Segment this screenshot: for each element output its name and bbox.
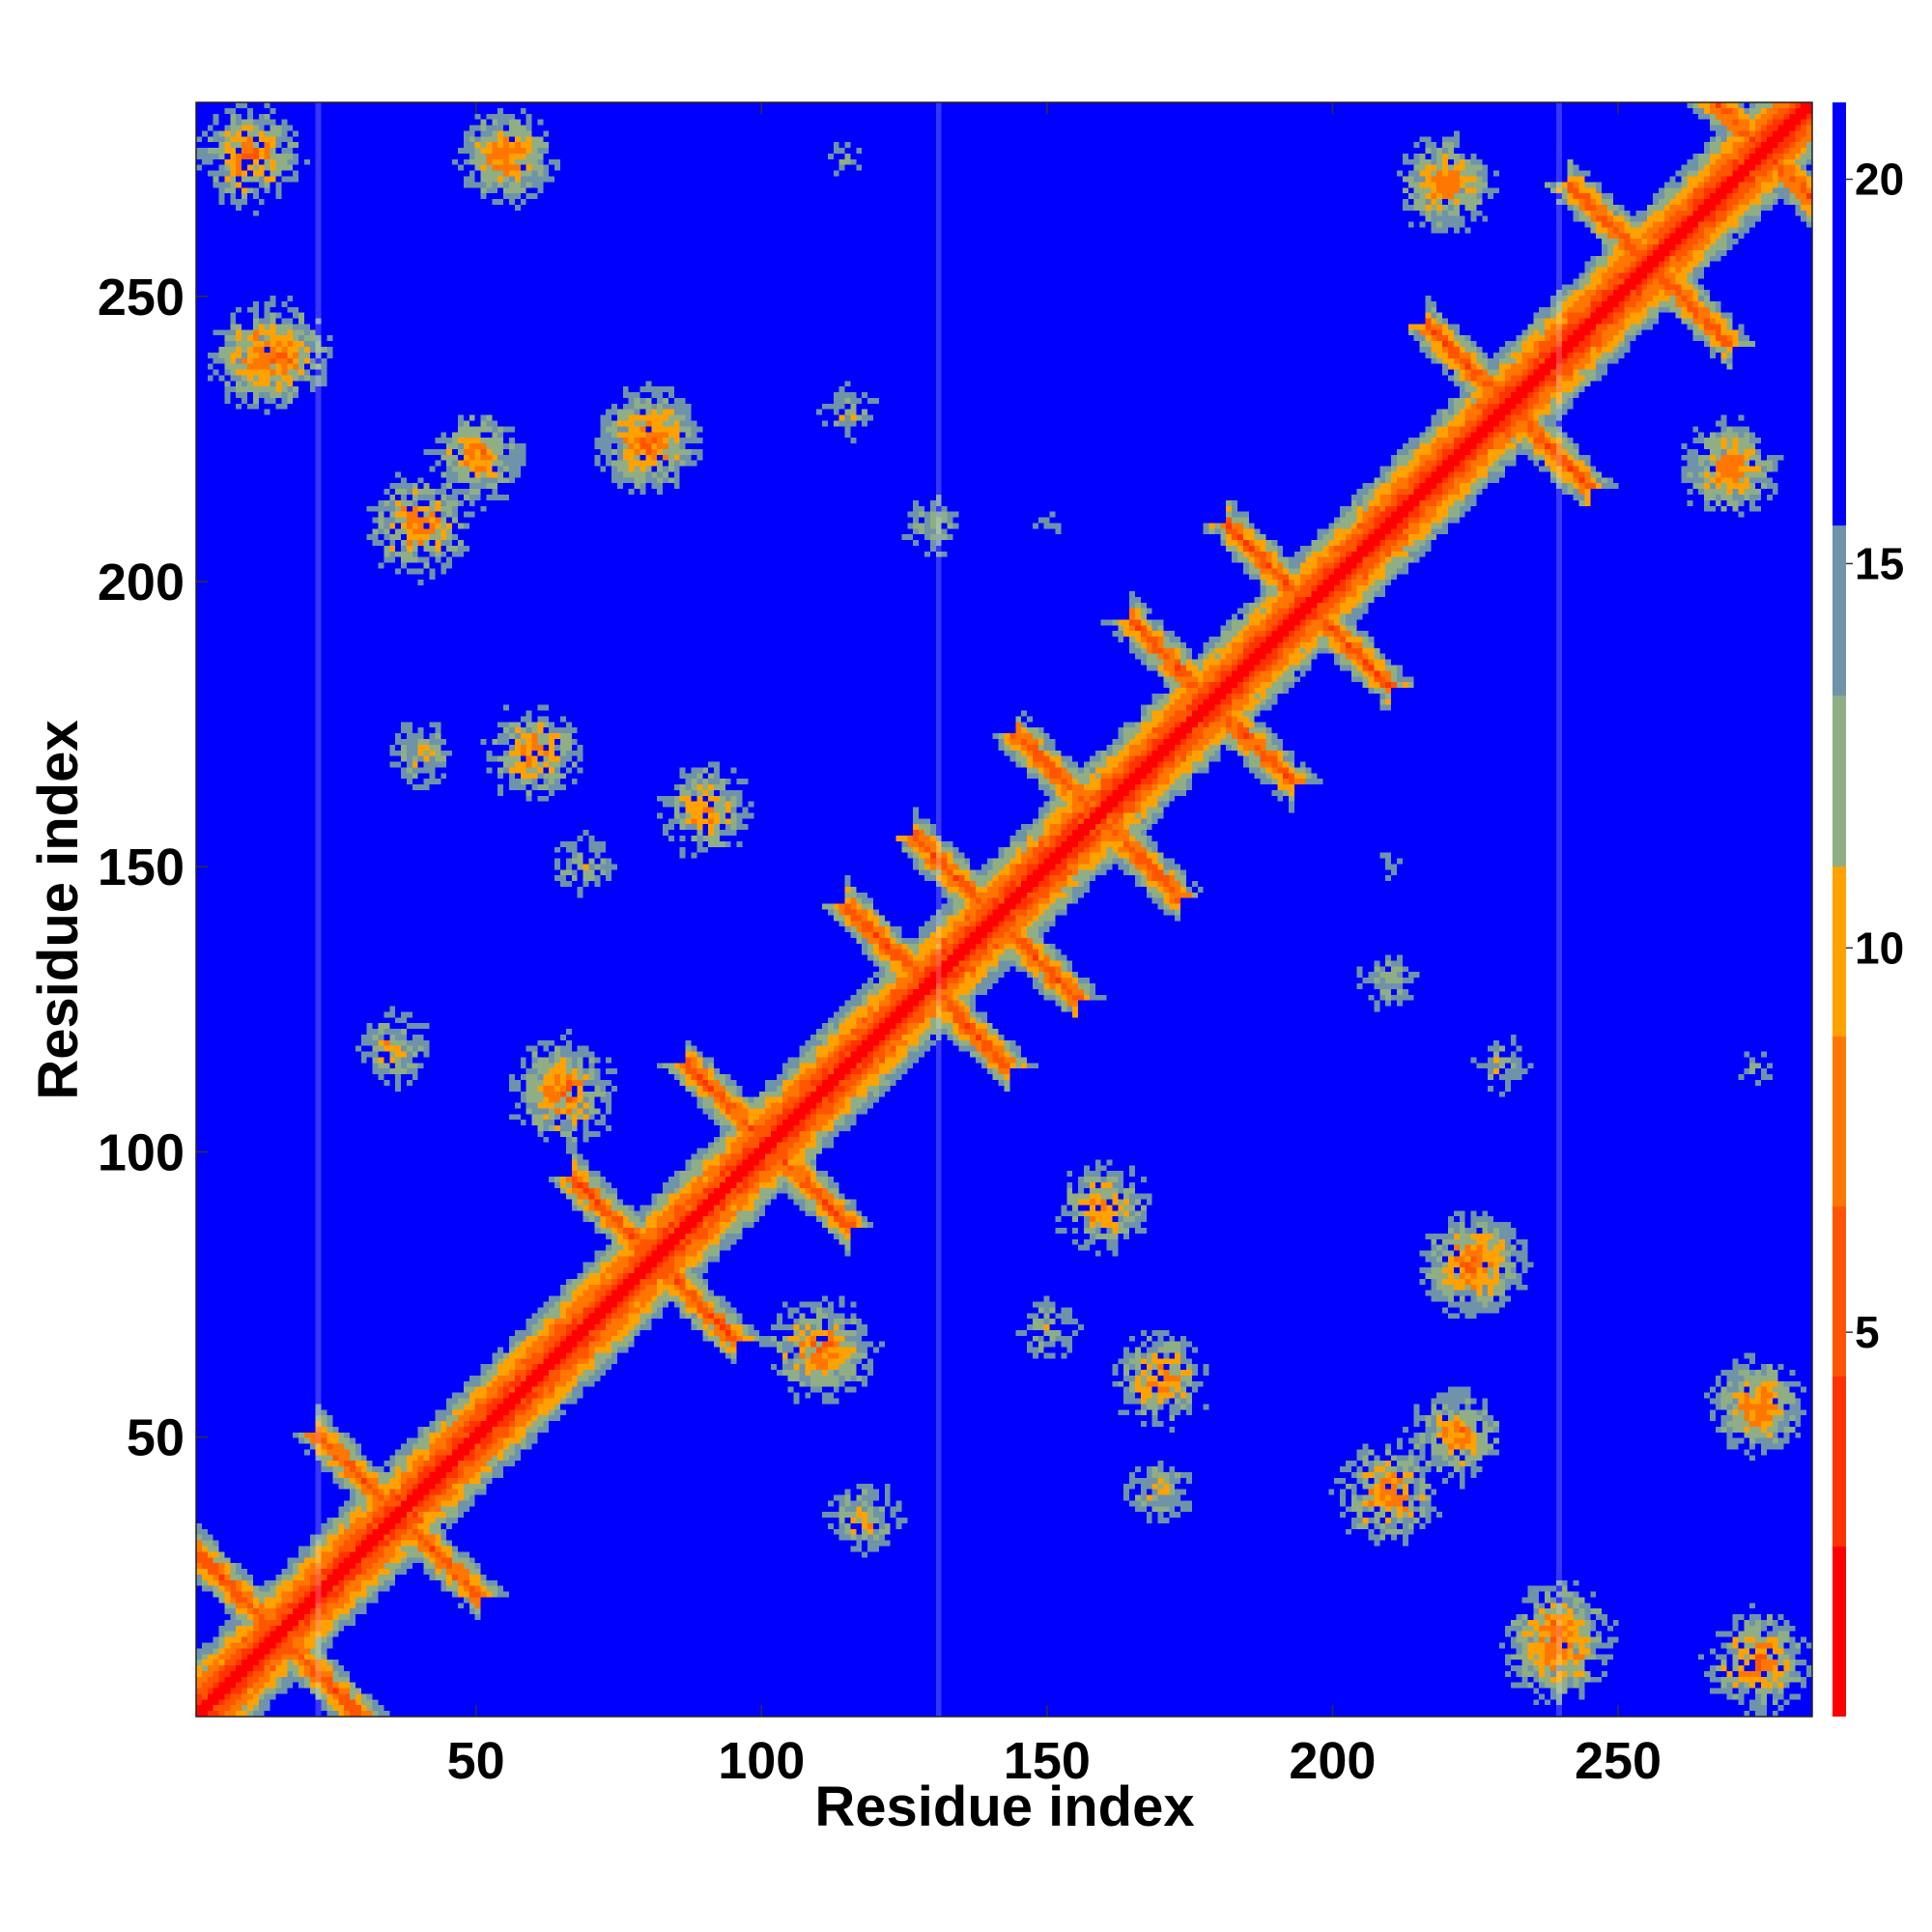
colorbar-ticks: 5 10 15 20 — [1846, 155, 1904, 1357]
x-axis-ticks: 50 100 150 200 250 — [447, 102, 1662, 1790]
y-tick-label: 100 — [98, 1123, 185, 1181]
y-tick-label: 150 — [98, 838, 185, 896]
colorbar-tick-label: 5 — [1855, 1307, 1880, 1357]
x-tick-label: 100 — [718, 1732, 805, 1790]
x-tick-label: 150 — [1004, 1732, 1091, 1790]
y-axis-ticks: 50 100 150 200 250 — [98, 269, 208, 1467]
colorbar-tick-label: 15 — [1855, 538, 1904, 588]
x-tick-label: 50 — [447, 1732, 505, 1790]
colorbar-tick-label: 10 — [1855, 923, 1904, 973]
x-tick-label: 200 — [1289, 1732, 1376, 1790]
colorbar — [1833, 102, 1846, 1717]
x-tick-label: 250 — [1575, 1732, 1662, 1790]
y-tick-label: 50 — [127, 1409, 185, 1467]
heatmap-plot-area — [196, 102, 1812, 1717]
x-axis-label: Residue index — [814, 1776, 1194, 1838]
colorbar-tick-label: 20 — [1855, 155, 1904, 205]
plot-frame — [195, 101, 1813, 1718]
y-axis-label: Residue index — [27, 720, 90, 1099]
y-tick-label: 200 — [98, 554, 185, 611]
y-tick-label: 250 — [98, 269, 185, 327]
